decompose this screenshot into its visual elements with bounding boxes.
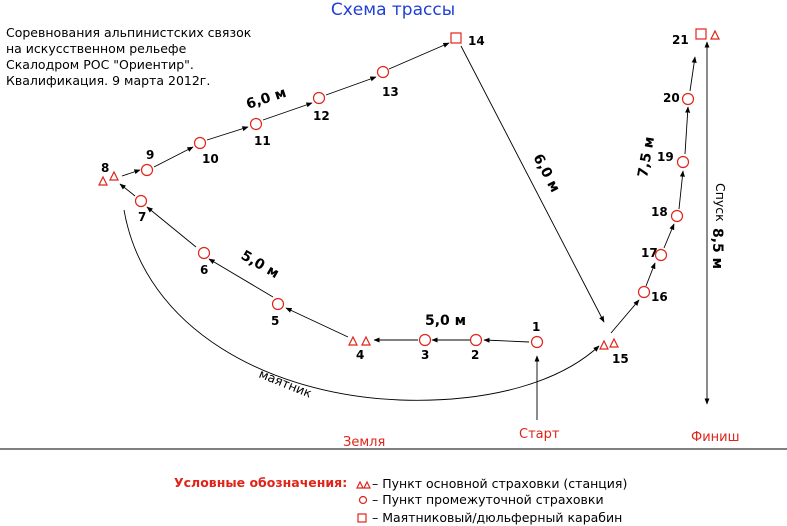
point-1-circle-icon	[530, 335, 544, 349]
connector-5-6	[208, 258, 274, 298]
legend-item-square: – Маятниковый/дюльферный карабин	[372, 510, 622, 525]
connector-11-12	[262, 102, 313, 121]
point-19-circle-icon	[676, 155, 690, 169]
legend-square-icon	[357, 513, 367, 523]
descent-word: Спуск	[713, 183, 728, 222]
legend-circle-icon	[358, 495, 368, 505]
connector-17-18	[663, 223, 675, 249]
point-9-label: 9	[146, 148, 154, 162]
legend-item-station: – Пункт основной страховки (станция)	[372, 476, 627, 491]
point-4-label: 4	[356, 348, 364, 362]
connector-15-16	[610, 299, 640, 334]
point-21-square-icon	[695, 28, 707, 40]
ground-label: Земля	[343, 435, 385, 450]
point-4-station-icon	[348, 335, 371, 346]
point-20-label: 20	[663, 91, 680, 105]
route-lines	[119, 41, 710, 420]
point-11-label: 11	[254, 134, 271, 148]
route-points	[98, 28, 720, 350]
connector-19-20	[684, 106, 691, 155]
connector-6-7	[146, 206, 197, 248]
point-21-label: 21	[672, 33, 689, 47]
point-3-label: 3	[421, 348, 429, 362]
point-10-circle-icon	[193, 136, 207, 150]
legend-station-icon	[356, 480, 371, 489]
connector-7-8	[119, 183, 136, 197]
legend-item-circle: – Пункт промежуточной страховки	[372, 492, 604, 507]
connector-18-19	[678, 170, 685, 210]
pendulum-label: маятник	[257, 366, 315, 401]
legend-title: Условные обозначения:	[174, 475, 347, 490]
start-label: Старт	[519, 427, 560, 442]
connector-14-15	[460, 45, 605, 323]
point-1-label: 1	[532, 320, 540, 334]
point-13-circle-icon	[376, 65, 390, 79]
distance-16-21: 7,5 м	[635, 135, 658, 178]
description-line-4: Квалификация. 9 марта 2012г.	[6, 73, 210, 88]
legend: Условные обозначения: – Пункт основной с…	[174, 475, 627, 525]
point-13-label: 13	[382, 85, 399, 99]
point-12-circle-icon	[312, 91, 326, 105]
connector-1-2	[483, 337, 530, 343]
pendulum-arc	[123, 209, 600, 401]
connector-4-5	[285, 307, 349, 338]
point-labels: 1 2 3 4 5 6 7 8 9 10 11 12 13 14 15 16 1…	[101, 33, 689, 366]
description-line-1: Соревнования альпинистских связок	[6, 25, 252, 40]
point-10-label: 10	[202, 152, 219, 166]
point-15-label: 15	[612, 352, 629, 366]
point-15-station-icon	[599, 337, 619, 350]
point-14-square-icon	[450, 32, 462, 44]
point-12-label: 12	[313, 109, 330, 123]
connector-8-9	[121, 169, 141, 177]
point-2-circle-icon	[469, 333, 483, 347]
point-18-label: 18	[651, 205, 668, 219]
connector-10-11	[206, 126, 249, 141]
point-17-circle-icon	[654, 248, 668, 262]
point-11-circle-icon	[249, 117, 263, 131]
point-21-station-icon	[710, 29, 720, 40]
point-9-circle-icon	[140, 163, 154, 177]
point-6-circle-icon	[197, 246, 211, 260]
point-3-circle-icon	[418, 333, 432, 347]
point-2-label: 2	[471, 348, 479, 362]
point-19-label: 19	[657, 150, 674, 164]
point-6-label: 6	[200, 263, 208, 277]
diagram-title: Схема трассы	[331, 0, 455, 20]
point-17-label: 17	[641, 246, 658, 260]
point-7-circle-icon	[134, 194, 148, 208]
descent-distance: 8,5 м	[709, 228, 725, 269]
connector-13-14	[388, 42, 450, 70]
point-5-circle-icon	[271, 297, 285, 311]
point-16-circle-icon	[637, 285, 651, 299]
distance-9-12: 6,0 м	[244, 85, 288, 113]
connector-16-17	[645, 262, 656, 287]
point-7-label: 7	[138, 210, 146, 224]
distance-1-4: 5,0 м	[425, 313, 466, 329]
connector-20-21	[689, 56, 697, 92]
point-8-label: 8	[101, 161, 109, 175]
description-line-2: на искусственном рельефе	[6, 41, 187, 56]
point-14-label: 14	[468, 34, 485, 48]
point-5-label: 5	[271, 314, 279, 328]
finish-label: Финиш	[691, 430, 739, 445]
distance-4-7: 5,0 м	[238, 248, 282, 282]
connector-12-13	[325, 76, 377, 96]
connector-9-10	[153, 146, 194, 168]
point-16-label: 16	[651, 290, 668, 304]
point-8-station-icon	[98, 170, 119, 186]
point-20-circle-icon	[681, 92, 695, 106]
point-18-circle-icon	[670, 209, 684, 223]
description-line-3: Скалодром РОС "Ориентир".	[6, 57, 194, 72]
